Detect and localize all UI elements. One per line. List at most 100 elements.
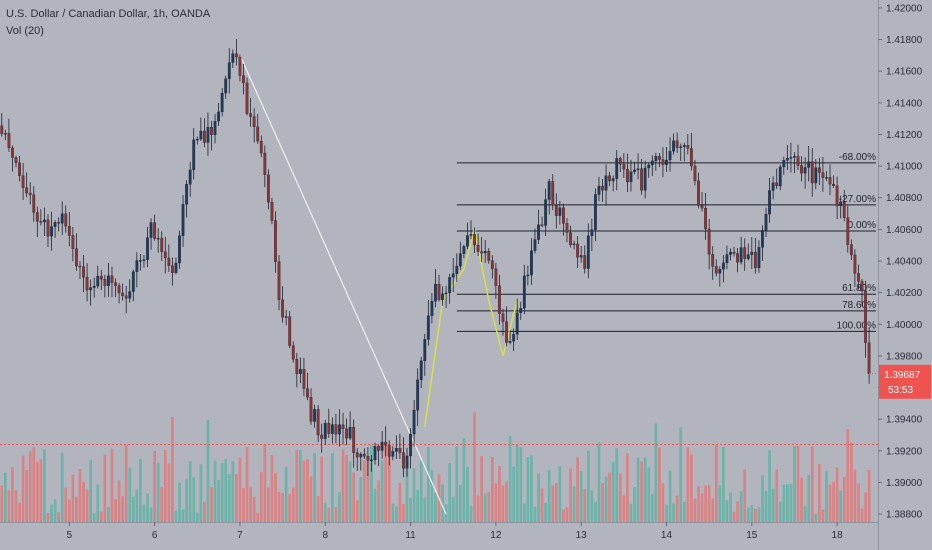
candles xyxy=(0,39,871,478)
volume-bar xyxy=(57,512,61,522)
price-tick-label: 1.41400 xyxy=(886,98,923,109)
volume-bar xyxy=(583,489,587,522)
volume-bar xyxy=(46,512,50,522)
fib-level-label: 61.80% xyxy=(842,283,876,294)
volume-bar xyxy=(355,500,359,522)
volume-bar xyxy=(817,463,821,522)
volume-bar xyxy=(288,493,292,522)
volume-bar xyxy=(135,489,139,522)
candle-body xyxy=(3,133,7,135)
volume-bar xyxy=(306,459,309,522)
price-tick-label: 1.41600 xyxy=(886,67,923,78)
candle-body xyxy=(103,279,107,286)
candle-body xyxy=(121,292,125,296)
price-tick-label: 1.40600 xyxy=(886,225,923,236)
candle-body xyxy=(544,199,548,226)
candle-body xyxy=(512,334,516,342)
volume-bar xyxy=(153,450,156,522)
time-tick-label: 14 xyxy=(661,530,673,541)
volume-bar xyxy=(434,492,437,522)
candle-body xyxy=(686,145,690,149)
candle-body xyxy=(729,251,732,255)
volume-bar xyxy=(92,513,96,522)
volume-bar xyxy=(786,484,789,522)
candle-body xyxy=(124,295,128,299)
candle-body xyxy=(782,160,786,168)
candle-body xyxy=(640,168,644,191)
candle-body xyxy=(341,424,345,430)
candle-body xyxy=(39,221,43,223)
candle-body xyxy=(636,168,640,171)
volume-bar xyxy=(693,498,697,522)
candle-body xyxy=(615,158,619,179)
volume-bar xyxy=(291,487,295,522)
candle-body xyxy=(448,277,452,294)
candle-body xyxy=(618,158,622,165)
time-tick-label: 8 xyxy=(322,530,328,541)
volume-bar xyxy=(256,512,260,522)
price-tick-label: 1.41800 xyxy=(886,35,923,46)
volume-bar xyxy=(494,483,498,522)
volume-bar xyxy=(0,485,4,522)
candle-body xyxy=(633,169,636,172)
candle-body xyxy=(117,285,121,294)
candle-body xyxy=(626,168,629,183)
volume-bar xyxy=(402,503,405,522)
volume-bar xyxy=(107,507,110,522)
volume-bar xyxy=(39,459,43,522)
candle-body xyxy=(32,194,36,213)
candle-body xyxy=(753,251,757,269)
price-tick-label: 1.40800 xyxy=(886,193,923,204)
volume-bar xyxy=(601,483,604,522)
volume-bar xyxy=(110,448,114,522)
candle-body xyxy=(11,147,14,158)
volume-bar xyxy=(75,496,78,522)
volume-bar xyxy=(210,487,213,522)
candle-body xyxy=(263,152,267,175)
candle-body xyxy=(746,254,750,259)
volume-bar xyxy=(455,446,459,522)
volume-bar xyxy=(203,501,206,522)
volume-bar xyxy=(562,509,565,522)
volume-bar xyxy=(167,463,171,522)
volume-bar xyxy=(690,454,693,522)
volume-bar xyxy=(835,467,839,522)
candle-body xyxy=(46,219,50,237)
volume-bar xyxy=(316,496,320,522)
time-tick-label: 7 xyxy=(237,530,243,541)
candle-body xyxy=(270,201,274,221)
volume-bar xyxy=(149,507,153,522)
candle-body xyxy=(405,455,409,469)
candle-body xyxy=(771,182,775,191)
volume-bar xyxy=(377,480,380,522)
volume-bar xyxy=(245,447,249,522)
candle-body xyxy=(455,265,459,274)
candle-body xyxy=(672,140,676,152)
candle-body xyxy=(316,409,320,436)
volume-bar xyxy=(746,507,750,522)
volume-bar xyxy=(89,459,92,522)
volume-bar xyxy=(224,459,228,522)
volume-bar xyxy=(554,483,558,522)
volume-bar xyxy=(146,493,149,522)
candle-body xyxy=(146,237,149,260)
volume-bar xyxy=(590,490,594,522)
volume-bar xyxy=(82,482,85,522)
volume-bar xyxy=(7,490,11,522)
time-tick-label: 12 xyxy=(490,530,502,541)
candle-body xyxy=(785,158,789,161)
candle-body xyxy=(370,459,373,462)
candle-body xyxy=(416,379,420,411)
volume-bar xyxy=(217,480,220,522)
candle-body xyxy=(693,165,697,182)
time-axis: 5 6 7 8 11 12 13 14 15 18 xyxy=(67,522,843,541)
volume-bar xyxy=(28,451,32,522)
volume-bar xyxy=(142,504,146,522)
candle-body xyxy=(114,282,117,286)
candle-body xyxy=(366,456,370,461)
candle-body xyxy=(594,194,597,230)
candle-body xyxy=(501,313,505,322)
volume-bar xyxy=(839,490,843,522)
candle-body xyxy=(249,113,252,117)
